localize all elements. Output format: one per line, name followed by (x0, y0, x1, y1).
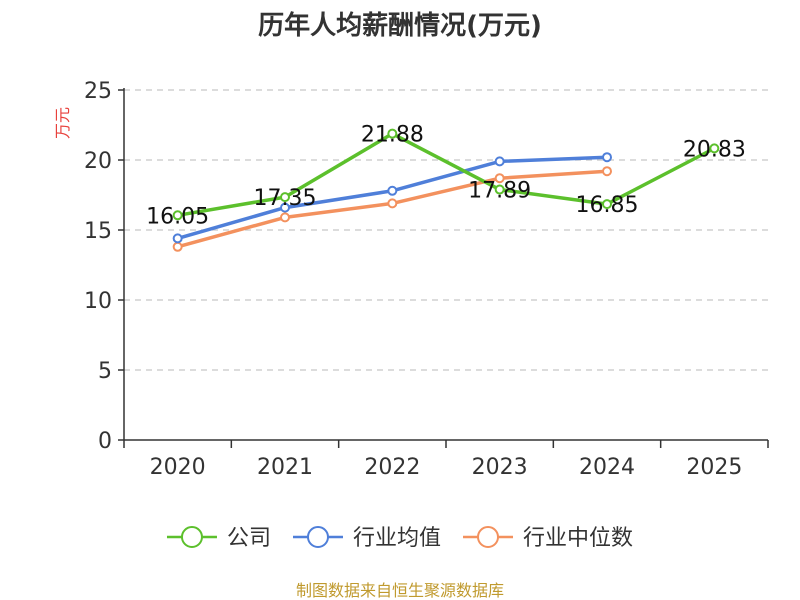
data-label: 16.05 (146, 204, 209, 229)
x-tick-label: 2025 (686, 455, 742, 480)
data-label: 17.89 (468, 179, 531, 204)
series-lines (172, 128, 720, 252)
source-note: 制图数据来自恒生聚源数据库 (296, 581, 504, 600)
data-point (172, 241, 183, 252)
data-label: 21.88 (361, 123, 424, 148)
y-tick-label: 25 (84, 79, 112, 104)
data-label: 20.83 (683, 137, 746, 162)
data-point (280, 202, 290, 213)
data-point (494, 173, 505, 184)
x-tick-label: 2024 (579, 455, 635, 480)
series-line (177, 131, 716, 218)
data-point (387, 185, 398, 196)
legend-marker (306, 526, 329, 548)
y-tick-label: 5 (98, 359, 112, 384)
x-tick-label: 2021 (257, 455, 313, 480)
legend-label: 行业中位数 (523, 526, 633, 551)
y-axis-label: 万元 (53, 107, 72, 139)
y-tick-label: 15 (84, 219, 112, 244)
data-point (387, 198, 398, 209)
y-tick-label: 20 (84, 149, 112, 174)
data-point (602, 199, 612, 210)
legend-marker (477, 526, 500, 548)
data-point (602, 166, 612, 177)
x-tick-label: 2022 (364, 455, 420, 480)
data-labels: 16.05 17.35 21.88 17.89 16.85 20.83 (146, 123, 746, 230)
grid-lines (124, 89, 768, 371)
data-point (387, 128, 398, 139)
data-point (709, 143, 720, 154)
data-label: 16.85 (576, 193, 639, 218)
data-point (602, 152, 612, 163)
x-tick-label: 2020 (150, 455, 206, 480)
y-tick-label: 10 (84, 289, 112, 314)
data-point (494, 156, 505, 167)
legend-label: 行业均值 (353, 526, 441, 551)
data-point (280, 212, 290, 223)
data-point (494, 184, 505, 195)
series-line (177, 169, 608, 249)
legend-label: 公司 (227, 526, 271, 551)
series-line (177, 155, 608, 241)
data-point (172, 233, 183, 244)
legend-item[interactable]: 行业中位数 (463, 526, 633, 551)
x-tick-label: 2023 (472, 455, 528, 480)
legend-marker (180, 526, 203, 548)
data-point (172, 210, 183, 221)
y-tick-label: 0 (98, 429, 112, 454)
data-point (280, 192, 290, 203)
legend-item[interactable]: 公司 (166, 526, 271, 551)
data-label: 17.35 (254, 186, 317, 211)
legend[interactable]: 公司 行业均值 行业中位数 (166, 526, 633, 551)
legend-item[interactable]: 行业均值 (292, 526, 441, 551)
chart-title: 历年人均薪酬情况(万元) (258, 10, 542, 41)
